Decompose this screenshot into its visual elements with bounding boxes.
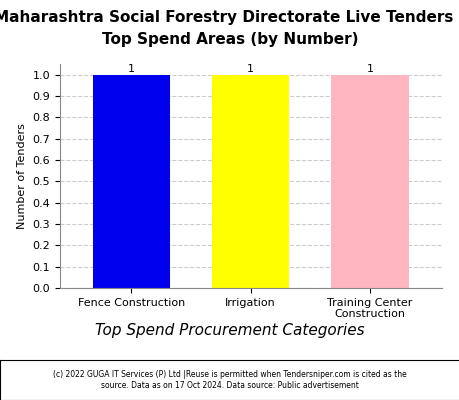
- Text: Top Spend Areas (by Number): Top Spend Areas (by Number): [101, 32, 358, 47]
- Bar: [212, 75, 289, 288]
- Text: 1: 1: [128, 64, 134, 74]
- Y-axis label: Number of Tenders: Number of Tenders: [17, 123, 27, 229]
- Bar: [330, 75, 408, 288]
- Text: Top Spend Procurement Categories: Top Spend Procurement Categories: [95, 322, 364, 338]
- Text: (c) 2022 GUGA IT Services (P) Ltd |Reuse is permitted when Tendersniper.com is c: (c) 2022 GUGA IT Services (P) Ltd |Reuse…: [53, 370, 406, 390]
- Text: 1: 1: [366, 64, 373, 74]
- Text: 1: 1: [246, 64, 254, 74]
- Bar: [92, 75, 170, 288]
- Text: Maharashtra Social Forestry Directorate Live Tenders -: Maharashtra Social Forestry Directorate …: [0, 10, 459, 25]
